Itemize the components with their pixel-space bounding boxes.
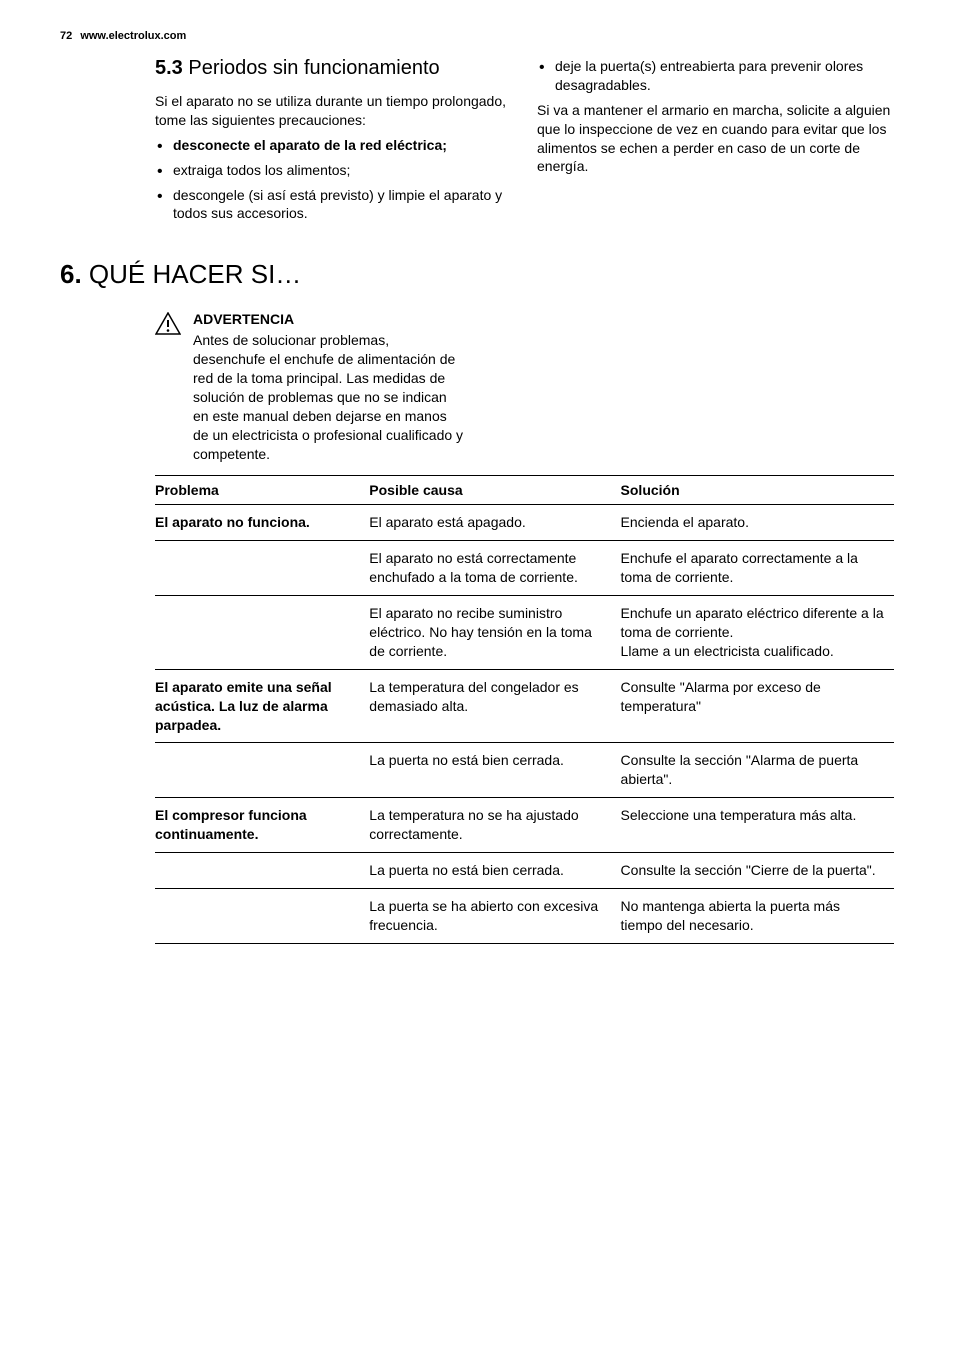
cell-cause: El aparato está apagado. xyxy=(369,505,620,541)
cell-solution: Consulte la sección "Alarma de puerta ab… xyxy=(621,743,894,798)
cell-solution: Enchufe un aparato eléctrico diferente a… xyxy=(621,596,894,670)
table-row: La puerta se ha abierto con excesiva fre… xyxy=(155,888,894,943)
cell-solution: Encienda el aparato. xyxy=(621,505,894,541)
bullet-list-left: desconecte el aparato de la red eléctric… xyxy=(155,136,512,224)
troubleshoot-table: Problema Posible causa Solución El apara… xyxy=(155,475,894,943)
cell-problem xyxy=(155,541,369,596)
cell-problem xyxy=(155,888,369,943)
bullet-list-right: deje la puerta(s) entreabierta para prev… xyxy=(537,57,894,95)
cell-cause: La temperatura no se ha ajustado correct… xyxy=(369,798,620,853)
warning-title: ADVERTENCIA xyxy=(193,310,465,329)
site-url: www.electrolux.com xyxy=(80,30,186,42)
cell-problem: El compresor funciona continuamente. xyxy=(155,798,369,853)
cell-solution: Consulte la sección "Cierre de la puerta… xyxy=(621,853,894,889)
warning-text: ADVERTENCIA Antes de solucionar problema… xyxy=(193,310,465,463)
col-header-solution: Solución xyxy=(621,476,894,505)
table-row: El compresor funciona continuamente.La t… xyxy=(155,798,894,853)
list-item: deje la puerta(s) entreabierta para prev… xyxy=(537,57,894,95)
section-number: 5.3 xyxy=(155,57,183,79)
right-paragraph: Si va a mantener el armario en marcha, s… xyxy=(537,101,894,177)
cell-cause: El aparato no está correctamente enchufa… xyxy=(369,541,620,596)
cell-cause: La puerta se ha abierto con excesiva fre… xyxy=(369,888,620,943)
section-5-3-heading: 5.3 Periodos sin funcionamiento xyxy=(155,57,512,80)
section-title: Periodos sin funcionamiento xyxy=(188,57,439,79)
main-heading-title: QUÉ HACER SI… xyxy=(89,259,301,289)
cell-cause: La puerta no está bien cerrada. xyxy=(369,743,620,798)
page-number: 72 xyxy=(60,30,72,42)
cell-problem xyxy=(155,596,369,670)
cell-cause: La puerta no está bien cerrada. xyxy=(369,853,620,889)
warning-block: ADVERTENCIA Antes de solucionar problema… xyxy=(155,310,465,463)
table-row: El aparato no funciona.El aparato está a… xyxy=(155,505,894,541)
cell-problem xyxy=(155,853,369,889)
warning-icon xyxy=(155,312,181,341)
col-header-problem: Problema xyxy=(155,476,369,505)
table-row: El aparato emite una señal acústica. La … xyxy=(155,669,894,743)
cell-problem: El aparato emite una señal acústica. La … xyxy=(155,669,369,743)
cell-cause: La temperatura del congelador es demasia… xyxy=(369,669,620,743)
cell-solution: Consulte "Alarma por exceso de temperatu… xyxy=(621,669,894,743)
cell-problem xyxy=(155,743,369,798)
table-row: La puerta no está bien cerrada.Consulte … xyxy=(155,743,894,798)
col-right: deje la puerta(s) entreabierta para prev… xyxy=(537,57,894,229)
cell-cause: El aparato no recibe suministro eléctric… xyxy=(369,596,620,670)
section-intro: Si el aparato no se utiliza durante un t… xyxy=(155,92,512,130)
table-body: El aparato no funciona.El aparato está a… xyxy=(155,505,894,943)
table-row: La puerta no está bien cerrada.Consulte … xyxy=(155,853,894,889)
cell-solution: Seleccione una temperatura más alta. xyxy=(621,798,894,853)
cell-solution: No mantenga abierta la puerta más tiempo… xyxy=(621,888,894,943)
list-item: extraiga todos los alimentos; xyxy=(155,161,512,180)
list-item: descongele (si así está previsto) y limp… xyxy=(155,186,512,224)
col-left: 5.3 Periodos sin funcionamiento Si el ap… xyxy=(60,57,512,229)
cell-solution: Enchufe el aparato correctamente a la to… xyxy=(621,541,894,596)
table-row: El aparato no está correctamente enchufa… xyxy=(155,541,894,596)
warning-body: Antes de solucionar problemas, desenchuf… xyxy=(193,331,465,463)
main-heading-number: 6. xyxy=(60,259,82,289)
list-item: desconecte el aparato de la red eléctric… xyxy=(155,136,512,155)
section-6-heading: 6. QUÉ HACER SI… xyxy=(60,259,894,290)
section-5-3: 5.3 Periodos sin funcionamiento Si el ap… xyxy=(60,57,894,229)
table-header-row: Problema Posible causa Solución xyxy=(155,476,894,505)
table-row: El aparato no recibe suministro eléctric… xyxy=(155,596,894,670)
page-header: 72 www.electrolux.com xyxy=(60,30,894,42)
col-header-cause: Posible causa xyxy=(369,476,620,505)
cell-problem: El aparato no funciona. xyxy=(155,505,369,541)
